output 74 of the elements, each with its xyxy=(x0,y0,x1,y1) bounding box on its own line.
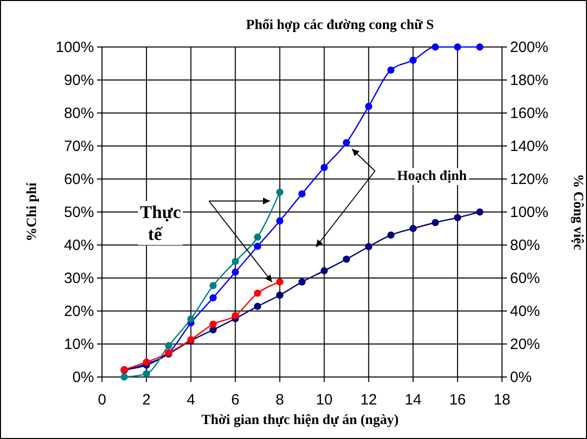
y2-axis-title: % Công việc xyxy=(570,174,585,250)
point xyxy=(142,370,150,378)
point xyxy=(342,256,350,263)
x-tick-label: 2 xyxy=(142,392,151,409)
annotation: Thực tế xyxy=(140,202,181,244)
point xyxy=(120,373,128,381)
point xyxy=(342,139,350,146)
x-tick-label: 16 xyxy=(449,392,466,409)
annotation: Hoạch định xyxy=(397,169,468,184)
x-tick-label: 18 xyxy=(494,392,510,409)
y2-tick-label: 40% xyxy=(510,302,540,320)
point xyxy=(298,278,306,286)
point xyxy=(320,267,328,274)
y-tick-label: 100% xyxy=(56,38,94,56)
x-tick-label: 10 xyxy=(316,392,333,409)
x-tick-label: 0 xyxy=(98,392,106,409)
y2-tick-label: 20% xyxy=(510,336,540,353)
x-axis-title: Thời gian thực hiện dự án (ngày) xyxy=(201,413,399,428)
point xyxy=(432,218,439,226)
y-tick-label: 40% xyxy=(64,236,94,254)
point xyxy=(276,188,284,196)
y2-tick-label: 0% xyxy=(510,368,532,386)
point xyxy=(387,232,394,239)
point xyxy=(276,278,284,286)
point xyxy=(254,233,262,241)
point xyxy=(454,43,462,51)
y-tick-label: 0% xyxy=(72,368,94,386)
point xyxy=(210,282,217,290)
y-tick-label: 70% xyxy=(64,138,94,155)
x-tick-label: 6 xyxy=(231,392,240,409)
y2-tick-label: 80% xyxy=(510,236,540,254)
point xyxy=(432,43,439,51)
point xyxy=(410,56,417,64)
point xyxy=(232,312,239,320)
y2-tick-label: 160% xyxy=(510,104,548,122)
point xyxy=(298,190,306,198)
y2-tick-label: 120% xyxy=(510,170,548,188)
y-tick-label: 80% xyxy=(64,104,94,122)
y-tick-label: 50% xyxy=(64,204,94,221)
point xyxy=(365,243,372,250)
point xyxy=(210,294,217,302)
point xyxy=(254,302,262,310)
point xyxy=(232,268,239,276)
x-tick-label: 14 xyxy=(404,392,422,409)
y2-tick-label: 200% xyxy=(510,38,548,56)
point xyxy=(476,43,484,51)
y2-tick-label: 140% xyxy=(510,138,548,155)
y-tick-label: 10% xyxy=(64,336,94,353)
y2-tick-label: 180% xyxy=(510,72,548,89)
y-axis-title: %Chi phí xyxy=(25,182,40,242)
point xyxy=(365,102,372,110)
point xyxy=(320,164,328,172)
y-tick-label: 90% xyxy=(64,72,94,89)
y2-tick-label: 100% xyxy=(510,204,548,221)
point xyxy=(187,315,194,323)
point xyxy=(232,258,239,266)
point xyxy=(276,217,284,225)
x-tick-label: 12 xyxy=(360,392,378,409)
y-tick-label: 30% xyxy=(64,270,94,287)
point xyxy=(254,290,262,297)
x-tick-label: 4 xyxy=(186,392,196,409)
point xyxy=(387,66,394,74)
point xyxy=(454,214,462,222)
point xyxy=(165,342,172,350)
y-tick-label: 60% xyxy=(64,170,94,188)
x-tick-label: 8 xyxy=(276,392,284,409)
point xyxy=(254,242,262,250)
point xyxy=(476,208,484,216)
chart-title: Phối hợp các đường cong chữ S xyxy=(246,18,434,33)
point xyxy=(210,320,217,328)
y2-tick-label: 60% xyxy=(510,270,540,287)
y-tick-label: 20% xyxy=(64,302,94,320)
point xyxy=(410,224,417,232)
point xyxy=(276,292,284,299)
